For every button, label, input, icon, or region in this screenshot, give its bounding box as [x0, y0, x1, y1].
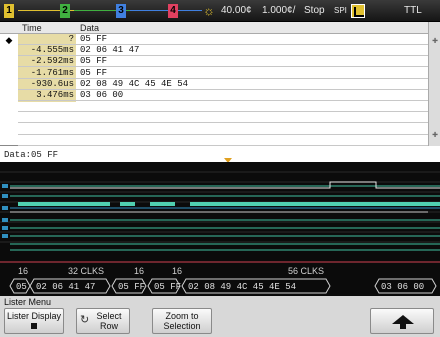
time-cell: -2.592ms	[30, 56, 74, 67]
table-row[interactable]: -4.555ms 02 06 41 47	[18, 45, 428, 57]
rotate-knob-icon: ↻	[80, 314, 90, 326]
lister-display-button[interactable]: Lister Display	[4, 308, 64, 334]
data-cell	[78, 112, 80, 123]
scroll-up-icon[interactable]: ✚	[432, 38, 438, 45]
time-cell	[18, 135, 76, 146]
time-cell: 3.476ms	[36, 90, 74, 100]
channel-marker	[2, 218, 8, 222]
table-row[interactable]: -930.6us 02 08 49 4C 45 4E 54	[18, 79, 428, 90]
time-cell	[18, 124, 76, 135]
table-row[interactable]: -1.761ms 05 FF	[18, 68, 428, 79]
channel-2-indicator[interactable]: 2	[60, 4, 146, 18]
decoded-frame-label: 05 FF	[154, 282, 181, 292]
channel-3-indicator[interactable]: 3	[116, 4, 202, 18]
back-button[interactable]	[370, 308, 434, 334]
chip-select-trace	[10, 181, 440, 189]
selected-row-marker-icon: ◆	[5, 35, 13, 45]
data-cell	[78, 124, 80, 135]
timebase-scale[interactable]: 1.000¢/	[262, 5, 296, 16]
timebase-offset[interactable]: 40.00¢	[221, 5, 252, 16]
lister-scrollbar[interactable]: ✚ ✚	[428, 22, 440, 146]
channel-marker	[2, 206, 8, 210]
channel-1-indicator[interactable]: 1	[4, 4, 90, 18]
table-row[interactable]: 3.476ms 03 06 00	[18, 90, 428, 101]
table-row[interactable]	[18, 101, 428, 113]
run-state[interactable]: Stop	[304, 5, 325, 16]
decoded-frame	[374, 278, 437, 294]
time-cell	[18, 101, 76, 112]
waveform-graph: 16 32 CLKS 16 16 56 CLKS 05 02 06 41 47 05 FF 05…	[0, 171, 440, 294]
zoom-to-selection-button[interactable]: Zoom to Selection	[152, 308, 212, 334]
data-cell: 05 FF	[80, 56, 108, 67]
data-cell: 02 06 41 47	[80, 45, 140, 56]
time-cell	[18, 112, 76, 123]
time-cell: -4.555ms	[30, 45, 74, 56]
zoom-label-1: Zoom to	[165, 311, 199, 321]
status-bar: 1 2 3 4 ☼ 40.00¢ 1.000¢/ Stop SPI TTL	[0, 0, 440, 22]
data-cell: 02 08 49 4C 45 4E 54	[80, 78, 189, 89]
up-arrow-icon	[392, 315, 414, 329]
data-cell: 05 FF	[80, 67, 108, 78]
clock-burst	[150, 202, 175, 206]
table-row[interactable]	[18, 124, 428, 135]
lister-display-label: Lister Display	[6, 311, 62, 321]
time-column-highlight	[18, 34, 76, 102]
logic-level[interactable]: TTL	[404, 5, 422, 16]
select-row-label-2: Row	[99, 321, 118, 331]
data-cell	[78, 101, 80, 112]
clock-burst	[18, 202, 110, 206]
spi-label: SPI	[334, 6, 347, 15]
menu-title: Lister Menu	[4, 297, 52, 307]
table-row[interactable]	[18, 135, 428, 146]
decoded-frame	[29, 278, 111, 294]
channel-marker	[2, 234, 8, 238]
selected-data-label: Data:05 FF	[4, 150, 59, 160]
decoded-frame-label: 05 FF	[118, 282, 145, 292]
spi-waveform-icon	[351, 4, 365, 18]
data-cell	[78, 135, 80, 146]
time-cell: -930.6us	[30, 78, 74, 89]
table-row[interactable]	[18, 112, 428, 124]
data-column-header: Data	[80, 23, 100, 33]
waveform-display[interactable]: 16 32 CLKS 16 16 56 CLKS 05 02 06 41 47 05 FF 05…	[0, 162, 440, 296]
time-cell: ?	[68, 34, 74, 44]
clock-count-label: 16	[172, 266, 182, 276]
channel-marker	[2, 194, 8, 198]
channel-1-bar	[18, 9, 90, 11]
zoom-label-2: Selection	[163, 321, 201, 331]
time-cell: -1.761ms	[30, 67, 74, 78]
clock-burst	[120, 202, 135, 206]
select-row-label-1: Select	[96, 311, 122, 321]
channel-marker	[2, 226, 8, 230]
checkbox-icon	[31, 323, 37, 329]
decoded-frame-label: 05	[16, 282, 27, 292]
channel-3-bar	[130, 9, 202, 11]
clock-burst	[190, 202, 440, 206]
clock-count-label: 56 CLKS	[288, 266, 324, 276]
lister-header: Time Data	[0, 22, 428, 34]
decoded-frame	[111, 278, 147, 294]
clock-count-label: 16	[18, 266, 28, 276]
table-row[interactable]: ? 05 FF	[18, 34, 428, 45]
channel-4-indicator[interactable]: 4	[168, 4, 178, 18]
decoded-frame-label: 02 08 49 4C 45 4E 54	[188, 282, 296, 292]
sun-trigger-icon: ☼	[203, 3, 215, 18]
softkey-menu: Lister Menu Lister Display ↻ Select Row …	[0, 296, 440, 337]
decoded-frame-label: 02 06 41 47	[36, 282, 95, 292]
lister-table[interactable]: Time Data ? 05 FF ◆ -4.555ms 02 06 41 47 -2.5…	[0, 22, 440, 146]
clock-count-label: 32 CLKS	[68, 266, 104, 276]
data-cell: 05 FF	[80, 34, 108, 44]
trigger-position-marker	[224, 158, 232, 163]
scroll-down-icon[interactable]: ✚	[432, 132, 438, 139]
decoded-frame	[181, 278, 331, 294]
clock-count-label: 16	[134, 266, 144, 276]
time-column-header: Time	[22, 23, 42, 33]
data-cell: 03 06 00	[80, 90, 124, 100]
decoded-frame	[147, 278, 181, 294]
select-row-button[interactable]: ↻ Select Row	[76, 308, 130, 334]
channel-2-bar	[74, 9, 146, 11]
decoded-frame-label: 03 06 00	[381, 282, 424, 292]
table-row[interactable]: -2.592ms 05 FF	[18, 56, 428, 68]
channel-marker	[2, 184, 8, 188]
